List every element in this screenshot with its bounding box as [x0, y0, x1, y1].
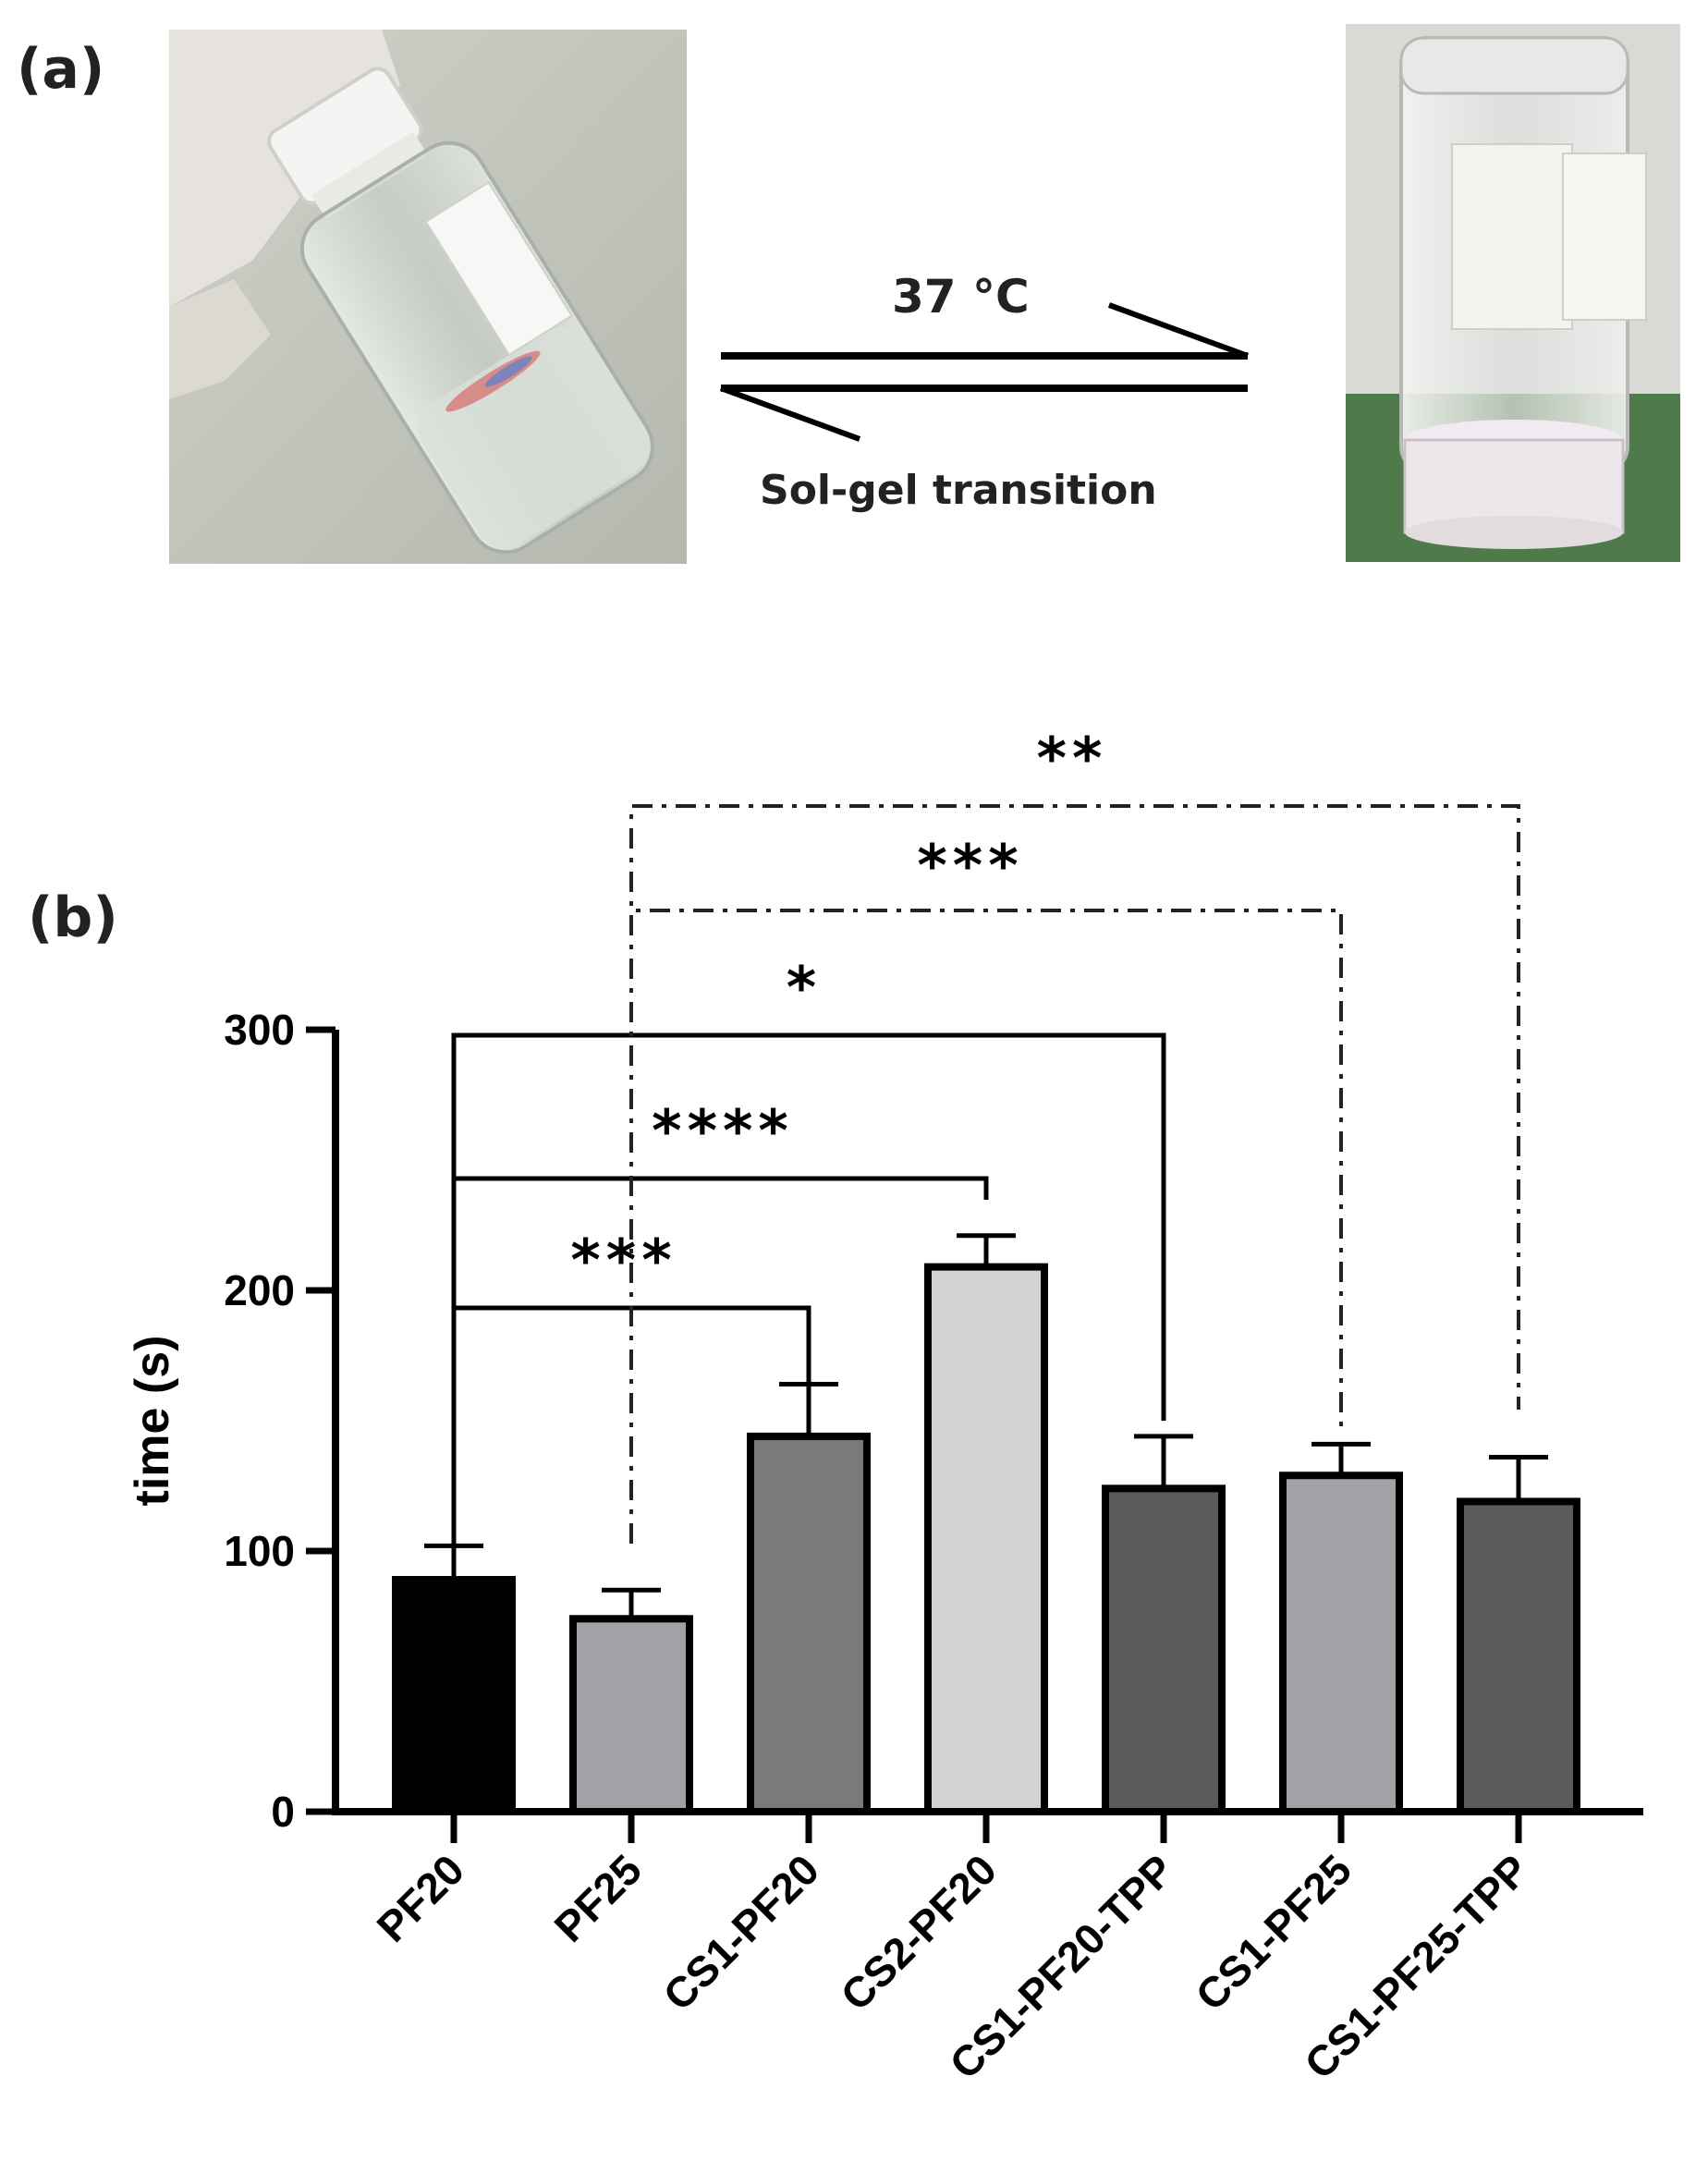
significance-bracket: [451, 1176, 989, 1553]
bars: [392, 1263, 1580, 1816]
significance-pf20-vs-cs1-pf20-tpp: *: [451, 954, 1166, 1553]
bar-cs1-pf25-tpp: [1457, 1497, 1580, 1816]
error-bar-cs1-pf20: [779, 1382, 838, 1436]
panel-b-label: (b): [28, 886, 118, 950]
bar-pf20: [392, 1576, 516, 1816]
x-tick-label: PF20: [368, 1845, 474, 1951]
significance-label: *: [787, 954, 822, 1021]
significance-label: ****: [652, 1097, 794, 1165]
significance-bracket: [629, 804, 1520, 1544]
gel-vial-photo: [1346, 24, 1680, 562]
significance-label: ***: [570, 1227, 677, 1294]
y-tick-label: 100: [224, 1527, 295, 1575]
x-tick-label: PF25: [545, 1845, 652, 1951]
error-bar-pf25: [602, 1587, 661, 1619]
significance-pf20-vs-cs2-pf20: ****: [451, 1097, 989, 1553]
bar-cs1-pf25: [1279, 1472, 1403, 1815]
y-tick-label: 200: [224, 1266, 295, 1314]
bar-cs1-pf20: [747, 1432, 871, 1816]
bar-cs2-pf20: [924, 1263, 1048, 1815]
temperature-label: 37 °C: [892, 270, 1030, 324]
error-bars: [424, 1233, 1548, 1619]
y-tick-label: 300: [224, 1006, 295, 1054]
y-tick-label: 0: [271, 1788, 295, 1836]
significance-bracket: [451, 1032, 1166, 1553]
significance-pf25-vs-cs1-pf25-tpp: **: [629, 725, 1520, 1544]
sol-vial-illustration: [169, 30, 687, 564]
error-bar-cs2-pf20: [957, 1233, 1016, 1267]
significance-label: **: [1037, 725, 1108, 792]
panel-a-label: (a): [17, 37, 105, 102]
x-tick-label: CS2-PF20: [831, 1845, 1006, 2020]
bar-pf25: [569, 1615, 693, 1815]
bar-cs1-pf20-tpp: [1102, 1484, 1226, 1815]
error-bar-cs1-pf25-tpp: [1489, 1454, 1548, 1502]
y-axis-title: time (s): [126, 1336, 179, 1507]
x-tick-label: CS1-PF20: [653, 1845, 828, 2020]
error-bar-cs1-pf20-tpp: [1134, 1434, 1193, 1489]
gel-vial-illustration: [1346, 24, 1680, 562]
significance-brackets: *************: [451, 725, 1520, 1567]
transition-label: Sol-gel transition: [760, 467, 1157, 514]
axes: [306, 1026, 1643, 1843]
equilibrium-arrows: [719, 302, 1250, 442]
error-bar-cs1-pf25: [1312, 1441, 1371, 1476]
significance-label: ***: [917, 832, 1023, 899]
error-bar-pf20: [424, 1543, 483, 1581]
sol-vial-photo: [169, 30, 687, 564]
x-tick-label: CS1-PF25: [1186, 1845, 1360, 2020]
